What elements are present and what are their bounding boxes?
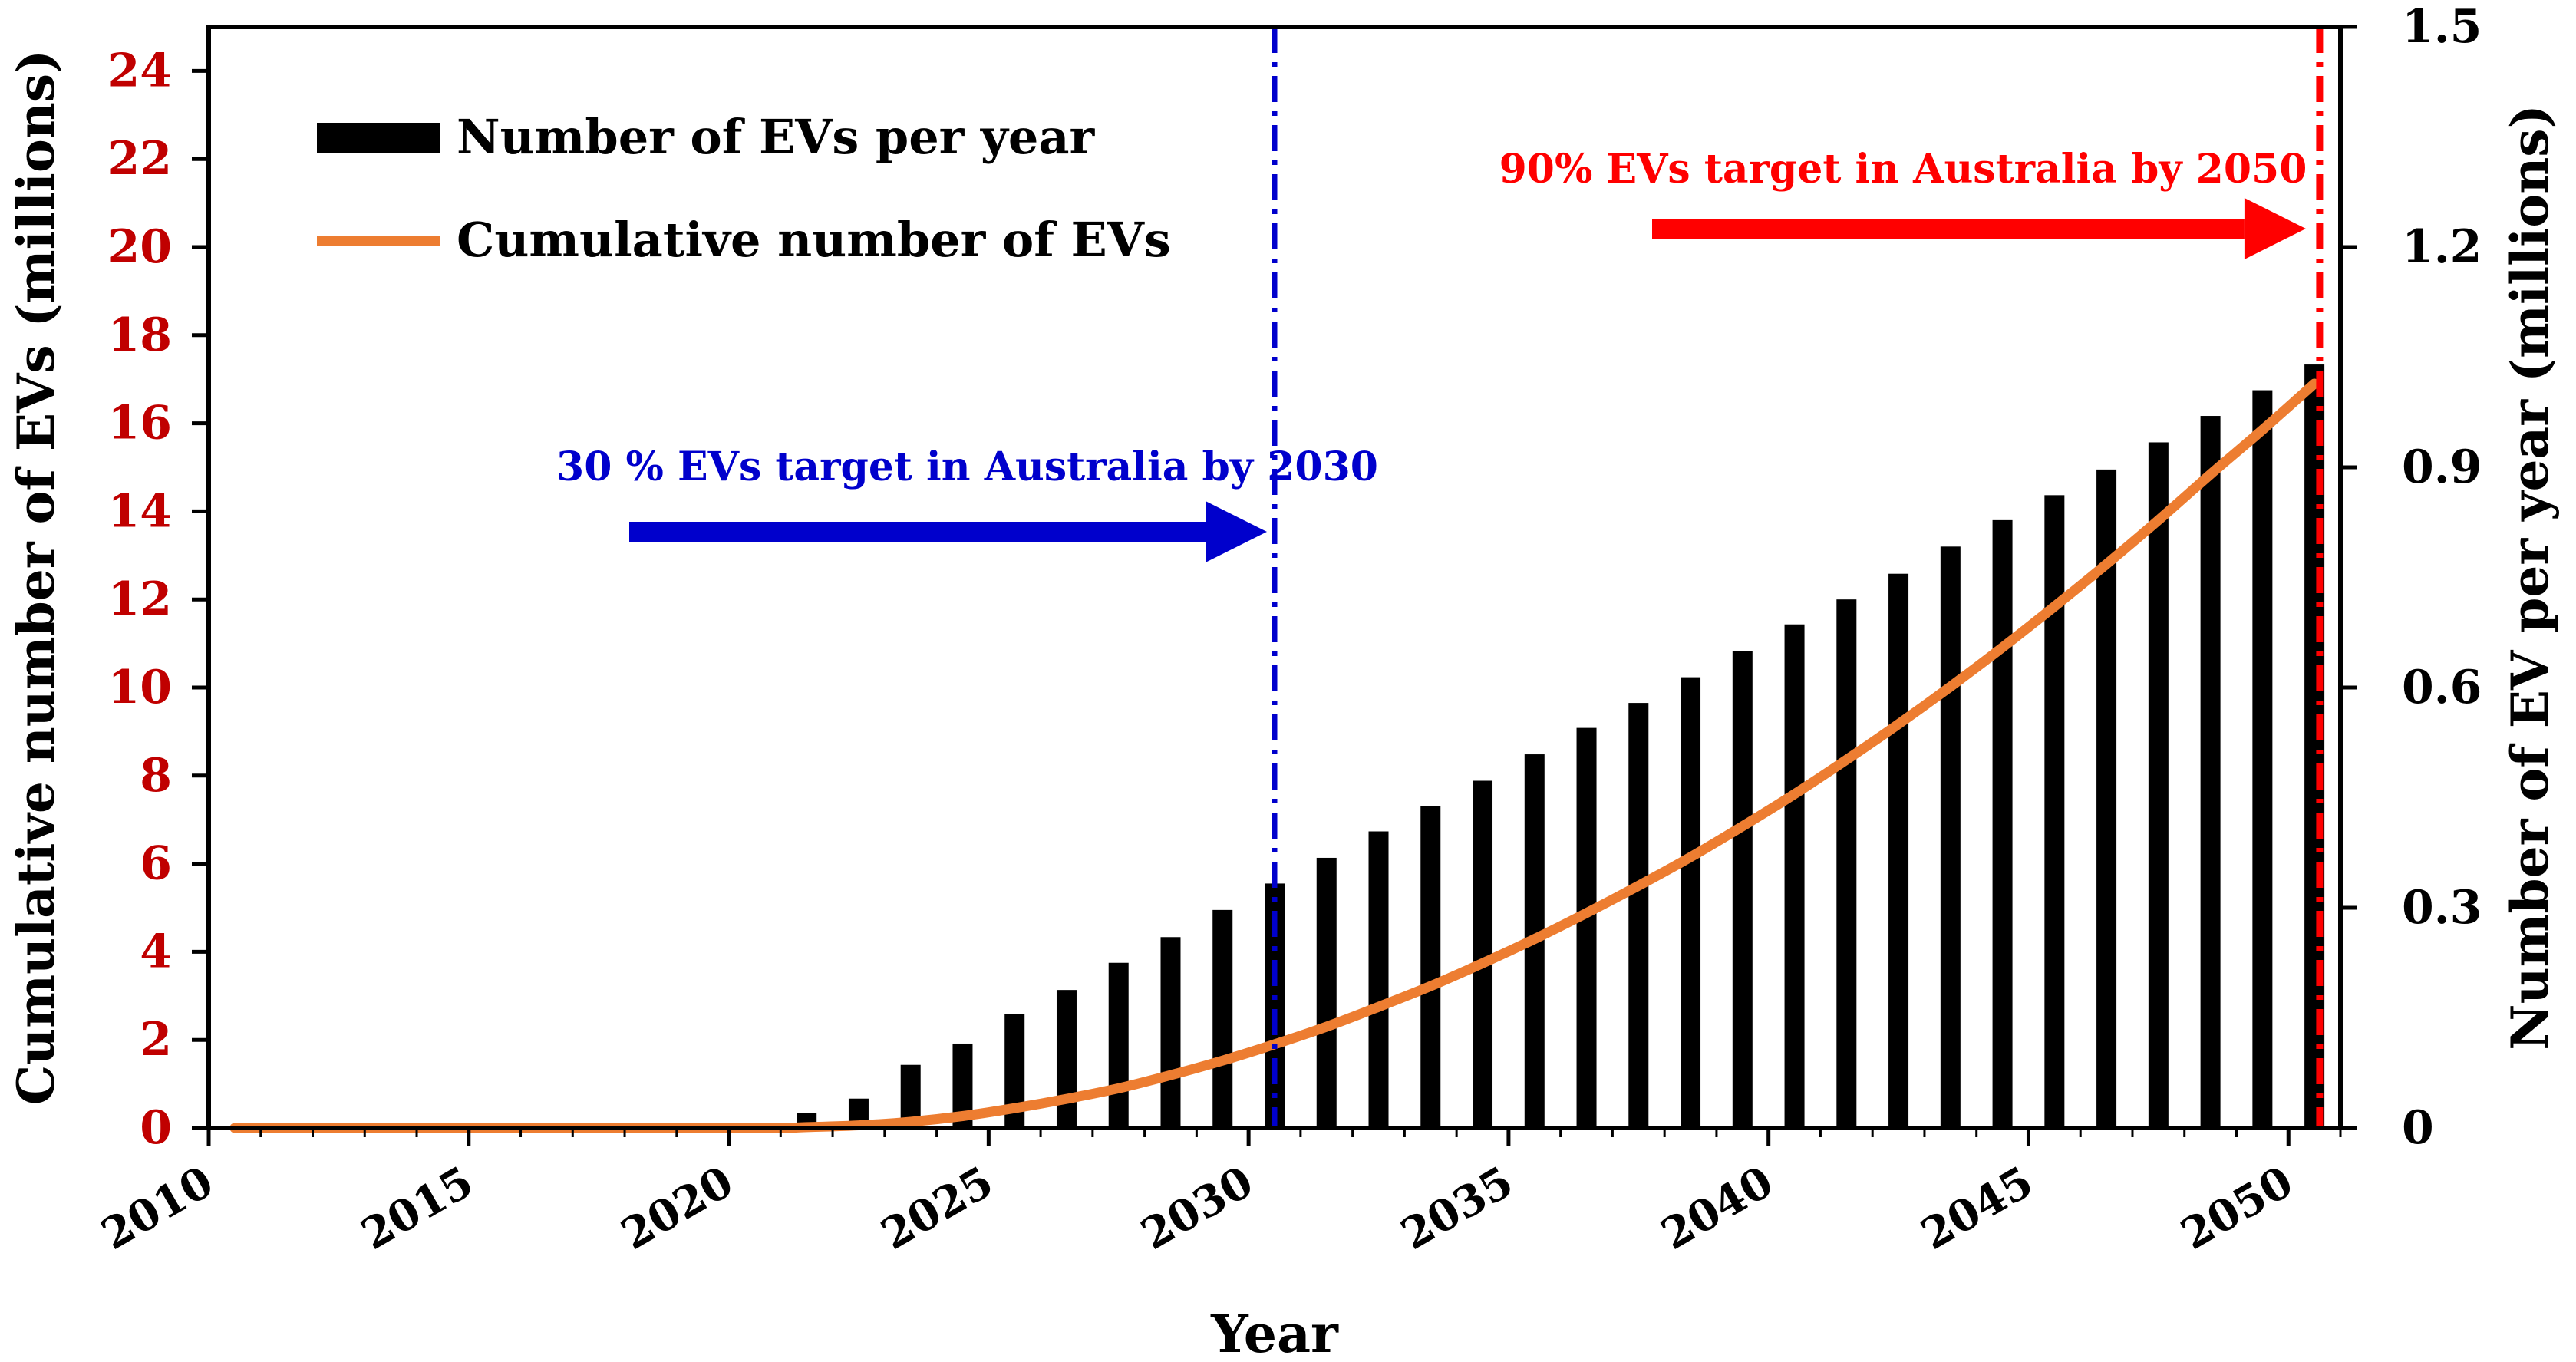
x-tick-label: 2025 bbox=[872, 1156, 1001, 1260]
arrow-2030-shaft bbox=[629, 522, 1206, 542]
annotation-2030-label: 30 % EVs target in Australia by 2030 bbox=[556, 444, 1378, 490]
arrow-2050-head bbox=[2244, 198, 2306, 259]
line-series bbox=[229, 378, 2320, 1133]
bar bbox=[1420, 806, 1441, 1128]
cumulative-line bbox=[229, 378, 2320, 1133]
bar bbox=[1576, 727, 1597, 1128]
x-tick-label: 2010 bbox=[93, 1156, 222, 1260]
y-left-tick-label: 0 bbox=[140, 1101, 172, 1155]
legend: Number of EVs per year Cumulative number … bbox=[317, 109, 1171, 268]
y-left-tick-label: 16 bbox=[108, 397, 173, 450]
y-right-tick-label: 0.3 bbox=[2402, 881, 2482, 935]
y-left-axis-title: Cumulative number of EVs (millions) bbox=[6, 50, 66, 1106]
arrow-2030-head bbox=[1206, 501, 1267, 562]
bar bbox=[1784, 624, 1805, 1128]
y-left-tick-label: 10 bbox=[108, 661, 173, 714]
bar bbox=[1681, 677, 1701, 1128]
legend-label-line: Cumulative number of EVs bbox=[457, 212, 1171, 268]
x-tick-label: 2050 bbox=[2172, 1156, 2301, 1260]
legend-label-bars: Number of EVs per year bbox=[457, 109, 1096, 165]
y-left-tick-label: 4 bbox=[140, 925, 172, 978]
bar bbox=[1732, 651, 1753, 1128]
bar bbox=[1836, 599, 1857, 1128]
y-left-tick-label: 2 bbox=[140, 1013, 172, 1067]
annotations: 30 % EVs target in Australia by 2030 90% … bbox=[556, 27, 2324, 1128]
y-left-tick-label: 22 bbox=[108, 132, 173, 186]
bar bbox=[2044, 495, 2065, 1128]
y-left-tick-label: 20 bbox=[108, 220, 173, 274]
annotation-2050-label: 90% EVs target in Australia by 2050 bbox=[1499, 146, 2307, 193]
bar bbox=[1212, 909, 1233, 1128]
plot-frame bbox=[206, 25, 2343, 1130]
y-left-tick-label: 6 bbox=[140, 837, 172, 891]
y-left-tick-label: 18 bbox=[108, 308, 173, 362]
axes: 2010 2015 2020 2025 2030 2035 2040 2045 20500246… bbox=[6, 0, 2560, 1362]
bar bbox=[1940, 546, 1961, 1128]
bar bbox=[1368, 831, 1389, 1128]
y-right-tick-label: 0.6 bbox=[2402, 661, 2482, 714]
y-left-tick-label: 24 bbox=[108, 44, 173, 97]
bar bbox=[2148, 442, 2169, 1128]
x-tick-label: 2030 bbox=[1133, 1156, 1262, 1260]
x-tick-label: 2035 bbox=[1393, 1156, 1522, 1260]
bar bbox=[2096, 469, 2117, 1128]
arrow-2050-shaft bbox=[1652, 219, 2245, 239]
y-right-tick-label: 0 bbox=[2402, 1101, 2434, 1155]
bar bbox=[2252, 390, 2273, 1128]
bar bbox=[1628, 703, 1649, 1128]
bar bbox=[1992, 519, 2013, 1128]
y-right-tick-label: 1.2 bbox=[2402, 220, 2482, 274]
x-tick-label: 2015 bbox=[353, 1156, 482, 1260]
bar bbox=[1056, 990, 1077, 1128]
x-tick-label: 2045 bbox=[1912, 1156, 2041, 1260]
bar bbox=[1888, 573, 1909, 1128]
y-right-axis-title: Number of EV per year (millions) bbox=[2500, 104, 2560, 1050]
y-left-tick-label: 12 bbox=[108, 572, 173, 626]
bar bbox=[1316, 857, 1337, 1128]
bar bbox=[1108, 962, 1129, 1128]
y-right-tick-label: 0.9 bbox=[2402, 440, 2482, 494]
bar bbox=[1160, 937, 1181, 1128]
x-tick-label: 2040 bbox=[1653, 1156, 1782, 1260]
x-tick-label: 2020 bbox=[613, 1156, 742, 1260]
y-left-tick-label: 8 bbox=[140, 749, 172, 803]
bar bbox=[1473, 780, 1493, 1128]
x-axis-title: Year bbox=[1210, 1304, 1339, 1362]
y-left-tick-label: 14 bbox=[108, 484, 173, 538]
bar bbox=[2200, 416, 2221, 1128]
y-right-tick-label: 1.5 bbox=[2402, 0, 2482, 54]
legend-swatch-bars bbox=[317, 123, 440, 153]
